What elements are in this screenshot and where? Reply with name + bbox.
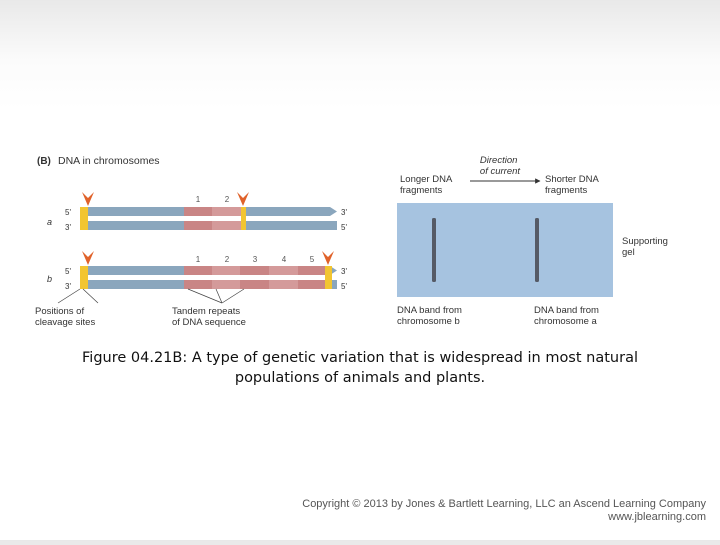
repeat-segment xyxy=(269,280,298,289)
longer-fragments-label: Longer DNA fragments xyxy=(400,174,454,196)
repeat-segment xyxy=(212,207,242,216)
cleavage-arrowhead-icon xyxy=(237,192,249,206)
leader-line xyxy=(221,288,245,304)
shorter-fragments-label: Shorter DNA fragments xyxy=(545,174,601,196)
copyright-url: www.jblearning.com xyxy=(608,511,706,523)
supporting-gel-label: Supporting gel xyxy=(622,236,671,258)
repeat-number: 5 xyxy=(310,255,315,264)
repeat-segment xyxy=(240,266,269,275)
strand-end-label: 3' xyxy=(341,267,347,276)
repeat-segment xyxy=(269,266,298,275)
cleavage-site-marker xyxy=(241,207,246,230)
strand-end-label: 5' xyxy=(341,223,347,232)
leader-line xyxy=(57,288,81,304)
repeat-segment xyxy=(184,207,212,216)
caption-line: Figure 04.21B: A type of genetic variati… xyxy=(82,350,638,366)
strand-end-label: 3' xyxy=(341,208,347,217)
repeat-number: 2 xyxy=(225,255,230,264)
repeat-segment xyxy=(240,280,269,289)
supporting-gel xyxy=(397,203,613,297)
leader-line xyxy=(187,288,223,304)
chromosome-a-label: a xyxy=(47,217,52,227)
repeat-segment xyxy=(298,266,326,275)
strand-end-label: 5' xyxy=(341,282,347,291)
repeat-number: 2 xyxy=(225,195,230,204)
repeat-segment xyxy=(184,266,212,275)
cleavage-arrowhead-icon xyxy=(82,251,94,265)
chromosome-b: b 5' 3' 3' 5' 1 2 3 4 5 xyxy=(47,251,347,291)
copyright-notice: Copyright © 2013 by Jones & Bartlett Lea… xyxy=(302,498,706,524)
repeat-segment xyxy=(212,221,242,230)
cleavage-sites-label: Positions of cleavage sites xyxy=(35,306,95,328)
repeat-segment xyxy=(298,280,326,289)
repeat-segment xyxy=(212,266,240,275)
strand-end-label: 5' xyxy=(65,208,71,217)
strand-end-label: 3' xyxy=(65,223,71,232)
cleavage-site-marker xyxy=(80,266,88,289)
dna-band-chromosome-b xyxy=(432,218,436,282)
strand-end-label: 3' xyxy=(65,282,71,291)
leader-line xyxy=(215,288,223,304)
caption-line: populations of animals and plants. xyxy=(234,370,486,386)
cleavage-site-marker xyxy=(80,207,88,230)
repeat-segment xyxy=(212,280,240,289)
repeat-number: 3 xyxy=(253,255,258,264)
band-a-label: DNA band from chromosome a xyxy=(534,305,602,327)
repeat-number: 4 xyxy=(282,255,287,264)
copyright-line: Copyright © 2013 by Jones & Bartlett Lea… xyxy=(302,498,706,510)
tandem-repeats-label: Tandem repeats of DNA sequence xyxy=(172,306,246,328)
cleavage-arrowhead-icon xyxy=(82,192,94,206)
repeat-number: 1 xyxy=(196,195,201,204)
repeat-segment xyxy=(184,221,212,230)
dna-band-chromosome-a xyxy=(535,218,539,282)
cleavage-site-marker xyxy=(325,266,332,289)
panel-title: DNA in chromosomes xyxy=(58,155,160,167)
repeat-number: 1 xyxy=(196,255,201,264)
direction-label: Direction of current xyxy=(480,155,520,177)
leader-line xyxy=(82,288,99,304)
chromosome-a: a 5' 3' 3' 5' 1 2 xyxy=(47,192,347,232)
panel-letter: (B) xyxy=(37,156,51,167)
cleavage-arrowhead-icon xyxy=(322,251,334,265)
figure-caption: Figure 04.21B: A type of genetic variati… xyxy=(60,348,660,388)
strand-end-label: 5' xyxy=(65,267,71,276)
band-b-label: DNA band from chromosome b xyxy=(397,305,465,327)
repeat-segment xyxy=(184,280,212,289)
chromosome-b-label: b xyxy=(47,274,52,284)
